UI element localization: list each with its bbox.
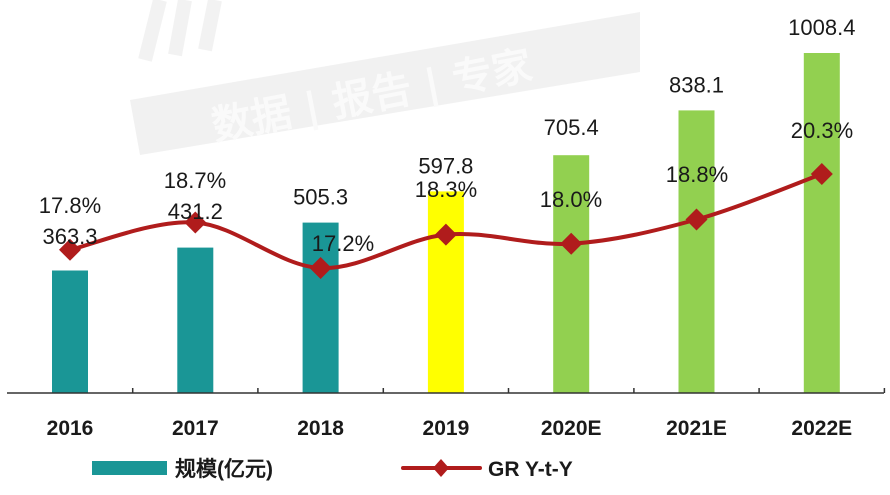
- line-value-label: 17.8%: [39, 193, 101, 218]
- bar-value-label: 705.4: [544, 115, 599, 140]
- bar-value-label: 838.1: [669, 72, 724, 97]
- line-value-label: 17.2%: [312, 231, 374, 256]
- bar-2020E: [553, 155, 590, 393]
- x-axis-labels: 2016 2017 2018 2019 2020E 2021E 2022E: [47, 417, 853, 440]
- x-axis-ticks: [131, 388, 886, 393]
- line-value-label: 18.8%: [666, 162, 728, 187]
- bar-value-label: 363.3: [42, 224, 97, 249]
- legend-diamond-icon: [433, 459, 449, 477]
- bar-2018: [302, 222, 339, 393]
- diamond-marker-icon: [184, 211, 207, 234]
- diamond-marker-icon: [685, 208, 708, 231]
- bar-2021E: [678, 110, 715, 394]
- line-value-label: 18.7%: [164, 168, 226, 193]
- legend-bar-swatch: [92, 461, 167, 475]
- diamond-marker-icon: [309, 257, 332, 279]
- line-value-label: 20.3%: [791, 118, 853, 143]
- x-axis-label: 2021E: [666, 417, 727, 440]
- bar-2019: [427, 191, 464, 393]
- legend-bar-label: 规模(亿元): [175, 457, 273, 481]
- x-axis-label: 2018: [297, 417, 344, 440]
- bar-2017: [177, 247, 214, 393]
- watermark-banner: [130, 12, 640, 155]
- bar-value-label: 597.8: [418, 153, 473, 178]
- x-axis-label: 2016: [47, 417, 94, 440]
- x-axis-label: 2022E: [791, 417, 852, 440]
- diamond-marker-icon: [810, 163, 833, 185]
- x-axis-label: 2017: [172, 417, 219, 440]
- bar-value-label: 505.3: [293, 185, 348, 210]
- diamond-marker-icon: [59, 238, 81, 261]
- bar-2016: [52, 270, 88, 393]
- bar-value-label: 1008.4: [788, 15, 855, 40]
- watermark-glyph-shape: [138, 0, 222, 62]
- diamond-marker-icon: [560, 232, 583, 255]
- bar-2022E: [803, 53, 840, 393]
- bar-value-labels: 363.3 431.2 505.3 597.8 705.4 838.1 1008.4: [42, 15, 855, 249]
- line-value-labels: 17.8% 18.7% 17.2% 18.3% 18.0% 18.8% 20.3%: [39, 118, 853, 256]
- x-axis-label: 2019: [423, 417, 470, 440]
- line-value-label: 18.3%: [415, 177, 477, 202]
- diamond-marker-icon: [434, 223, 457, 246]
- line-value-label: 18.0%: [540, 187, 602, 212]
- legend: 规模(亿元) GR Y-t-Y: [92, 457, 573, 481]
- bar-value-label: 431.2: [168, 199, 223, 224]
- line-series: [59, 163, 833, 279]
- bar-series: [52, 53, 840, 394]
- legend-line-label: GR Y-t-Y: [488, 458, 573, 481]
- x-axis-label: 2020E: [541, 417, 602, 440]
